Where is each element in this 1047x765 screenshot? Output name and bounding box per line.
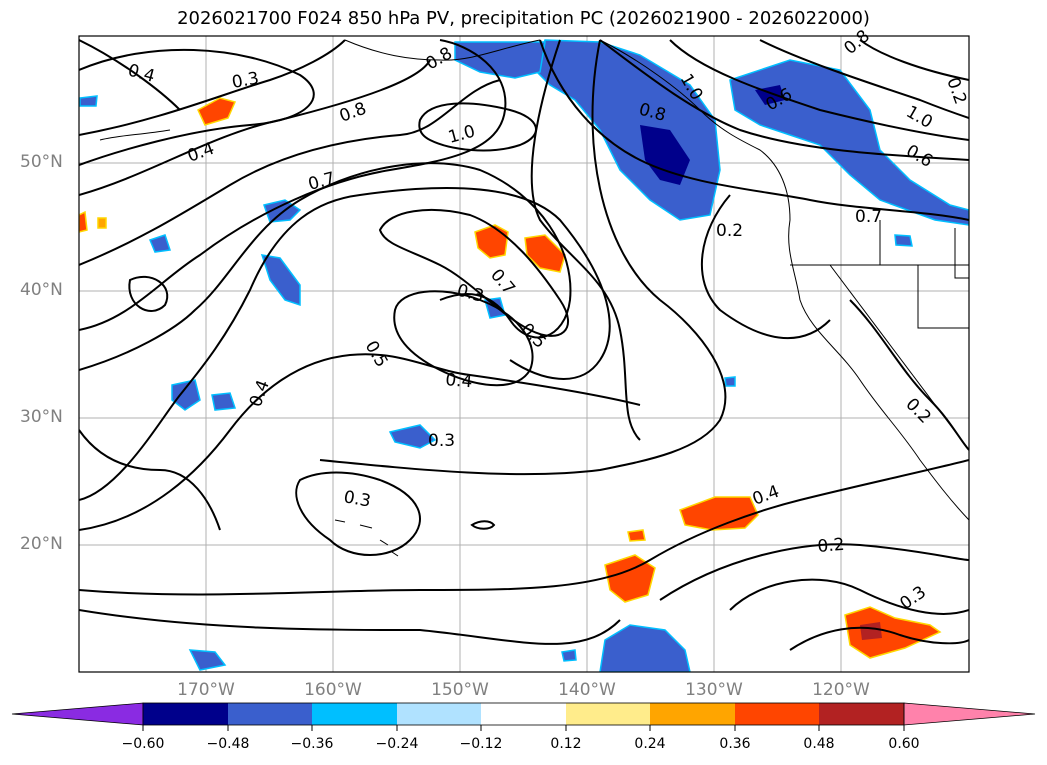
colorbar-segment — [735, 703, 819, 725]
colorbar-segment — [397, 703, 481, 725]
lat-label-30n: 30°N — [20, 407, 63, 427]
lon-label-120w: 120°W — [812, 680, 870, 700]
colorbar — [11, 702, 1036, 731]
contour-label: 0.7 — [855, 207, 882, 227]
lon-label-150w: 150°W — [431, 680, 489, 700]
lat-label-40n: 40°N — [20, 280, 63, 300]
lat-label-20n: 20°N — [20, 534, 63, 554]
precip-negative-areas — [79, 39, 969, 672]
lat-label-50n: 50°N — [20, 152, 63, 172]
colorbar-tick-label: 0.24 — [634, 736, 666, 752]
coastlines — [99, 39, 969, 557]
contour-label: 0.3 — [428, 431, 455, 451]
colorbar-tick-label: −0.24 — [375, 736, 419, 752]
contour-label: 0.4 — [445, 370, 474, 392]
precip-positive-areas — [79, 97, 942, 659]
contour-label: 0.2 — [716, 221, 743, 241]
colorbar-segment — [312, 703, 397, 725]
colorbar-segment — [228, 703, 312, 725]
colorbar-segment — [566, 703, 650, 725]
colorbar-tick-label: 0.36 — [719, 736, 751, 752]
colorbar-tick-label: 0.60 — [888, 736, 920, 752]
colorbar-tick-label: −0.48 — [206, 736, 250, 752]
lon-label-130w: 130°W — [685, 680, 743, 700]
colorbar-tick-label: −0.36 — [290, 736, 334, 752]
lon-label-160w: 160°W — [304, 680, 362, 700]
map-title: 2026021700 F024 850 hPa PV, precipitatio… — [177, 8, 870, 29]
contour-label: 0.3 — [342, 487, 372, 511]
colorbar-max-extend — [903, 702, 1036, 726]
colorbar-tick-label: −0.12 — [459, 736, 503, 752]
colorbar-segment — [143, 703, 228, 725]
colorbar-tick-label: 0.12 — [550, 736, 582, 752]
contour-label: 0.3 — [230, 69, 260, 93]
colorbar-min-extend — [11, 702, 144, 726]
contour-label: 0.2 — [817, 535, 846, 557]
pv-contours — [79, 39, 969, 651]
colorbar-segment — [481, 703, 566, 725]
lon-label-170w: 170°W — [177, 680, 235, 700]
lon-label-140w: 140°W — [558, 680, 616, 700]
colorbar-tick-label: 0.48 — [803, 736, 835, 752]
colorbar-tick-label: −0.60 — [121, 736, 165, 752]
map-border — [78, 35, 970, 673]
colorbar-segment — [650, 703, 735, 725]
colorbar-segment — [819, 703, 904, 725]
